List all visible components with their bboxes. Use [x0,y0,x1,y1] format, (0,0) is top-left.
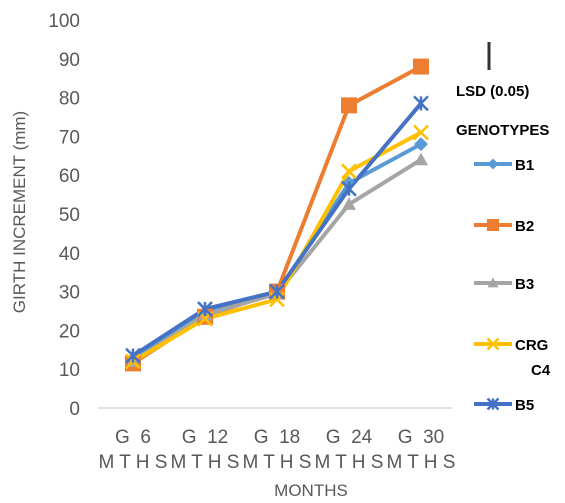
y-axis-title: GIRTH INCREMENT (mm) [10,111,29,313]
data-point-marker [342,197,356,210]
legend-label: B1 [515,157,534,174]
y-tick-label: 70 [59,127,80,148]
x-tick-label: M T H S [171,452,240,473]
data-point-marker [125,347,141,364]
series-line [131,102,423,358]
y-tick-label: 30 [59,283,80,304]
data-point-marker [197,301,213,317]
legend-genotypes-label: GENOTYPES [456,122,549,139]
y-tick-label: 40 [59,244,80,265]
y-tick-label: 60 [59,166,80,187]
legend-label: B3 [515,276,534,293]
y-tick-label: 0 [69,399,80,420]
x-tick-label: M T H S [315,452,384,473]
data-point-marker [269,283,285,300]
data-point-marker [486,397,500,411]
data-point-marker [414,152,428,166]
x-tick-label: G 18 [254,427,300,448]
x-tick-label: G 30 [398,427,444,448]
y-tick-label: 20 [59,321,80,342]
x-tick-label: M T H S [243,452,312,473]
data-point-marker [413,124,429,141]
x-tick-label: M T H S [387,452,456,473]
data-point-marker [414,137,428,152]
series-line [131,157,423,364]
y-axis-ticks: 0 10 20 30 40 50 60 70 80 90 100 [48,11,80,420]
data-point-marker [486,337,500,351]
legend-label: CRG [515,337,548,354]
x-tick-label: G 24 [326,427,373,448]
data-point-marker [413,95,429,112]
x-axis-ticks: G 6 M T H S G 12 M T H S G 18 M T H S G 24 M T … [99,427,456,473]
legend-label: B2 [515,218,534,235]
x-tick-label: G 6 [115,427,151,448]
data-point-marker [487,158,499,170]
y-tick-label: 90 [59,50,80,71]
x-tick-label: M T H S [99,452,168,473]
data-point-marker [413,58,429,75]
legend-label: C4 [531,362,551,379]
y-tick-label: 50 [59,205,80,226]
x-tick-label: G 12 [182,427,228,448]
y-tick-label: 10 [59,360,80,381]
legend-label: B5 [515,397,534,414]
series-markers [125,58,429,372]
x-axis-title: MONTHS [274,481,348,500]
data-point-marker [341,180,357,197]
series-lines [131,64,423,366]
y-tick-label: 80 [59,89,80,110]
y-tick-label: 100 [48,11,80,32]
data-point-marker [487,277,499,288]
data-point-marker [341,97,357,114]
data-point-marker [341,163,357,180]
legend: B1 B2 B3 CRG C4 B5 [474,157,551,414]
series-line [131,64,422,366]
legend-lsd-label: LSD (0.05) [456,83,529,100]
data-point-marker [487,219,499,231]
